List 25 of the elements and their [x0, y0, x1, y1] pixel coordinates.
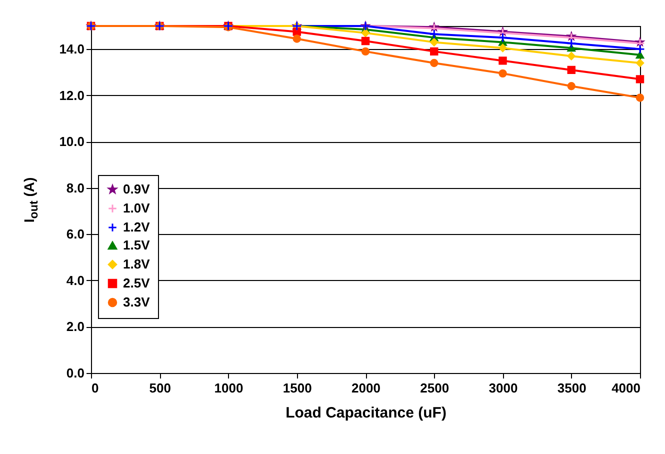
legend-label: 0.9V [123, 182, 150, 196]
y-tick-label: 6.0 [66, 226, 84, 242]
x-axis-title: Load Capacitance (uF) [286, 404, 446, 422]
y-tick-label: 8.0 [66, 180, 84, 196]
legend-label: 1.8V [123, 256, 150, 272]
y-tick-label: 2.0 [66, 319, 84, 334]
legend-label: 2.5V [123, 276, 150, 290]
y-tick-label: 4.0 [66, 272, 84, 288]
legend-label: 1.5V [123, 238, 150, 252]
y-tick-label: 14.0 [59, 42, 84, 57]
legend-label: 1.2V [123, 220, 150, 234]
x-tick-label: 3500 [557, 380, 586, 396]
y-tick-label: 10.0 [59, 134, 84, 150]
x-tick-label: 4000 [612, 380, 640, 396]
x-tick-label: 1500 [282, 380, 312, 396]
x-tick-label: 2000 [352, 380, 380, 396]
x-tick-label: 0 [92, 380, 99, 396]
legend-label: 1.0V [123, 200, 150, 216]
y-tick-label: 12.0 [59, 88, 84, 103]
x-tick-label: 500 [149, 380, 171, 396]
x-tick-label: 3000 [488, 380, 518, 396]
y-tick-label: 0.0 [66, 366, 84, 380]
legend-label: 3.3V [123, 294, 150, 310]
x-tick-label: 2500 [420, 380, 450, 396]
x-tick-label: 1000 [214, 380, 244, 396]
